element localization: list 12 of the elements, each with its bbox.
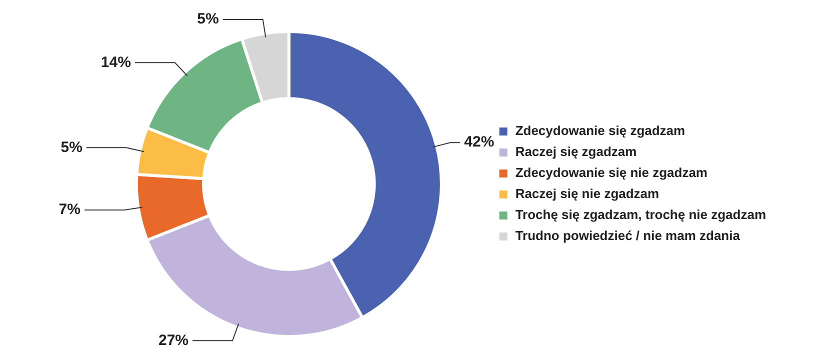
- data-label: 14%: [100, 54, 131, 71]
- legend-label: Trochę się zgadzam, trochę nie zgadzam: [515, 207, 766, 222]
- data-label: 27%: [158, 332, 189, 349]
- legend-label: Zdecydowanie się zgadzam: [515, 123, 686, 138]
- legend-label: Zdecydowanie się nie zgadzam: [515, 165, 708, 180]
- data-label: 7%: [58, 201, 80, 218]
- legend-label: Raczej się nie zgadzam: [515, 186, 660, 202]
- data-label: 42%: [464, 134, 494, 151]
- data-label: 5%: [60, 138, 82, 156]
- data-label: 5%: [197, 10, 219, 28]
- legend-label: Trudno powiedzieć / nie mam zdania: [515, 228, 741, 244]
- legend-label: Raczej się zgadzam: [515, 144, 637, 160]
